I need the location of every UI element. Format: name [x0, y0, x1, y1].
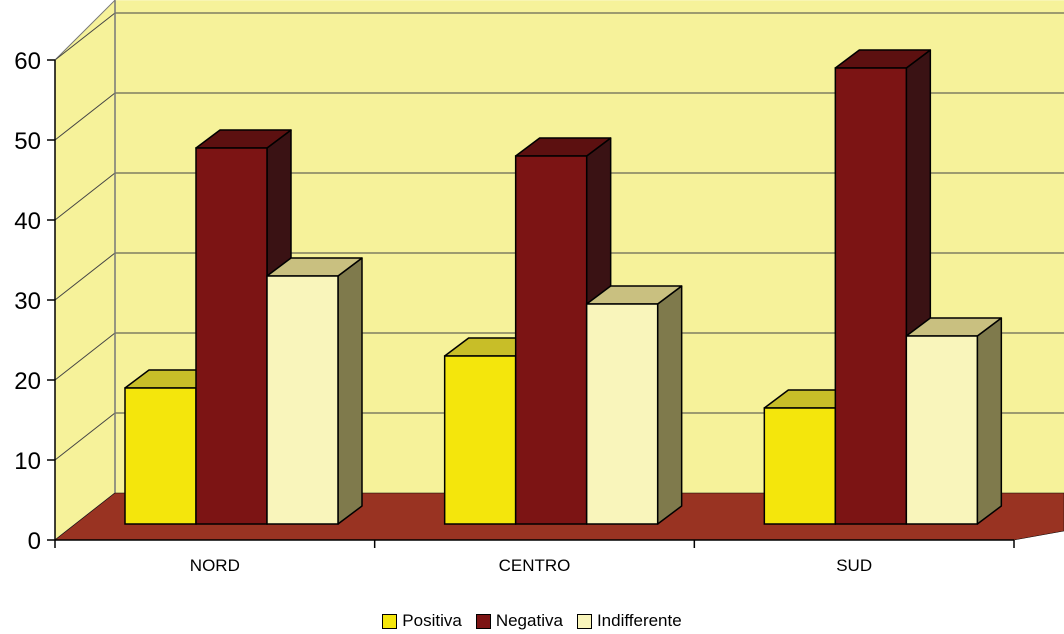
- legend-swatch-indifferente: [576, 613, 592, 629]
- y-tick-label: 10: [14, 448, 41, 475]
- bar-front-face: [195, 147, 268, 525]
- bar-front-face: [585, 303, 659, 525]
- bar-side-face: [656, 285, 683, 525]
- legend-swatch-positiva: [382, 613, 398, 629]
- legend-item-indifferente: Indifferente: [576, 611, 682, 631]
- bar-front-face: [266, 275, 339, 525]
- bar-side-face: [976, 317, 1003, 525]
- gridline-diagonal: [54, 252, 116, 301]
- legend-item-positiva: Positiva: [382, 611, 462, 631]
- bar-front-face: [514, 155, 588, 525]
- legend-label-positiva: Positiva: [402, 611, 462, 630]
- y-tick-label: 50: [14, 128, 41, 155]
- x-category-label: NORD: [190, 556, 240, 575]
- bar-front-face: [905, 335, 979, 525]
- gridline-diagonal: [54, 92, 116, 141]
- legend-item-negativa: Negativa: [475, 611, 563, 631]
- bar-front-face: [763, 407, 837, 525]
- gridline-diagonal: [54, 332, 116, 381]
- bars: [124, 49, 1003, 525]
- gridline-diagonal: [54, 412, 116, 461]
- legend-label-indifferente: Indifferente: [596, 611, 682, 630]
- y-tick-label: 30: [14, 288, 41, 315]
- gridline-diagonal: [54, 172, 116, 221]
- x-category-label: CENTRO: [499, 556, 571, 575]
- bar-indifferente-sud: [905, 317, 1003, 525]
- bar-indifferente-nord: [266, 257, 363, 525]
- y-tick-label: 20: [14, 368, 41, 395]
- y-tick-labels: 0 10 20 30 40 50 60: [14, 48, 41, 555]
- x-category-labels: NORD CENTRO SUD: [190, 556, 872, 575]
- axes: [47, 59, 1015, 548]
- bar-front-face: [124, 387, 197, 525]
- x-category-label: SUD: [836, 556, 872, 575]
- bar-side-face: [337, 257, 363, 525]
- y-tick-label: 60: [14, 48, 41, 75]
- bar-front-face: [834, 67, 908, 525]
- legend-label-negativa: Negativa: [495, 611, 563, 630]
- legend: Positiva Negativa Indifferente: [0, 610, 1064, 632]
- gridline-diagonal: [54, 12, 116, 61]
- bar-front-face: [443, 355, 517, 525]
- legend-swatch-negativa: [475, 613, 491, 629]
- side-wall: [54, 0, 116, 542]
- y-tick-label: 0: [28, 528, 41, 555]
- y-tick-label: 40: [14, 208, 41, 235]
- bar-indifferente-centro: [585, 285, 683, 525]
